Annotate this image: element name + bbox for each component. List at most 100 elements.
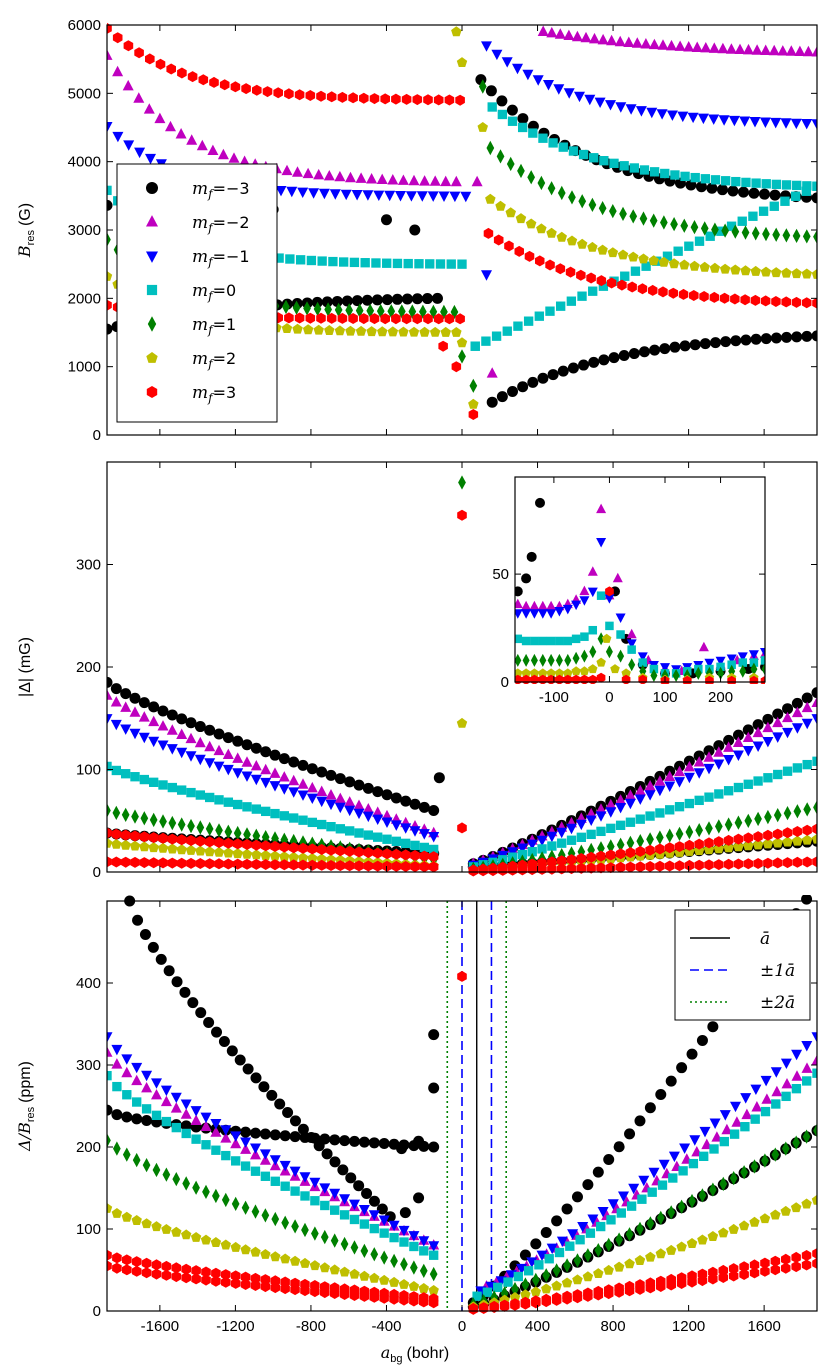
data-point <box>723 858 734 870</box>
data-point <box>204 792 215 803</box>
data-point <box>764 809 772 825</box>
data-point <box>530 636 539 646</box>
data-point <box>648 38 660 50</box>
data-point <box>698 641 709 652</box>
data-point <box>130 830 140 842</box>
data-point <box>242 839 252 850</box>
data-point <box>729 1129 740 1139</box>
data-point <box>606 839 615 854</box>
data-point <box>204 724 216 736</box>
data-point <box>319 1262 330 1273</box>
data-point <box>481 270 492 281</box>
x-axis-label: abg (bohr) <box>381 1343 449 1365</box>
data-point <box>319 1183 331 1194</box>
series-mf=-2 <box>107 25 817 378</box>
data-point <box>120 829 131 841</box>
data-point <box>366 303 375 318</box>
data-point <box>598 354 610 366</box>
data-point <box>329 189 341 200</box>
data-point <box>419 850 430 862</box>
data-point <box>181 1272 191 1284</box>
data-point <box>230 1131 242 1142</box>
data-point <box>782 857 793 869</box>
data-point <box>351 190 363 201</box>
data-point <box>538 636 548 646</box>
data-point <box>729 1171 738 1186</box>
x-tick-label: -1200 <box>216 1318 254 1335</box>
data-point <box>166 709 178 721</box>
data-point <box>561 1277 573 1288</box>
data-point <box>516 843 528 854</box>
data-point <box>699 261 710 272</box>
data-point <box>771 1085 783 1097</box>
series-mf=1 <box>107 1123 817 1312</box>
data-point <box>170 1102 182 1113</box>
data-point <box>363 830 374 840</box>
data-point <box>693 750 705 762</box>
series-mf=-1 <box>107 714 817 872</box>
data-point <box>280 1181 290 1191</box>
data-point <box>151 1078 162 1089</box>
data-point <box>649 344 661 356</box>
data-point <box>750 1159 759 1174</box>
data-point <box>269 767 281 778</box>
data-point <box>400 823 412 834</box>
data-point <box>530 653 538 667</box>
data-point <box>440 326 451 337</box>
data-point <box>734 815 743 830</box>
data-point <box>284 88 294 100</box>
data-point <box>707 1021 719 1033</box>
data-point <box>112 32 123 44</box>
data-point <box>298 842 308 854</box>
data-point <box>371 258 381 268</box>
data-point <box>200 1112 212 1124</box>
data-point <box>319 1133 331 1145</box>
data-point <box>694 236 705 246</box>
data-point <box>140 811 149 826</box>
data-point <box>507 385 519 397</box>
data-point <box>505 207 516 218</box>
data-point <box>536 835 548 847</box>
data-point <box>578 149 589 160</box>
data-point <box>544 1254 554 1264</box>
legend-box <box>116 163 278 423</box>
data-point <box>507 864 518 876</box>
data-point <box>649 167 660 177</box>
data-point <box>107 1104 113 1116</box>
data-point <box>605 100 616 111</box>
data-point <box>138 711 150 722</box>
data-point <box>458 475 466 490</box>
data-point <box>152 1162 161 1178</box>
data-point <box>812 181 817 191</box>
data-point <box>719 263 731 274</box>
data-point <box>120 701 132 712</box>
data-point <box>230 1277 241 1289</box>
data-point <box>646 832 654 847</box>
data-point <box>716 184 728 196</box>
data-point <box>665 805 675 815</box>
data-point <box>409 1295 419 1307</box>
data-point <box>316 90 326 102</box>
data-point <box>241 739 253 751</box>
data-point <box>132 1152 141 1168</box>
data-point <box>781 296 791 308</box>
data-point <box>159 814 167 829</box>
data-point <box>618 1191 629 1202</box>
svg-text:abg(bohr): abg (bohr) <box>381 1343 449 1365</box>
data-point <box>307 853 318 863</box>
data-point <box>366 173 378 184</box>
data-point <box>409 224 421 236</box>
data-point <box>468 409 479 420</box>
data-point <box>176 834 187 846</box>
data-point <box>468 1303 479 1315</box>
data-point <box>428 1241 440 1252</box>
data-point <box>693 768 705 779</box>
data-point <box>619 206 627 221</box>
data-point <box>349 1268 360 1279</box>
data-point <box>655 1089 667 1101</box>
data-point <box>638 253 649 264</box>
data-point <box>760 656 765 665</box>
data-point <box>380 214 392 226</box>
data-point <box>223 858 234 870</box>
data-point <box>813 800 817 815</box>
